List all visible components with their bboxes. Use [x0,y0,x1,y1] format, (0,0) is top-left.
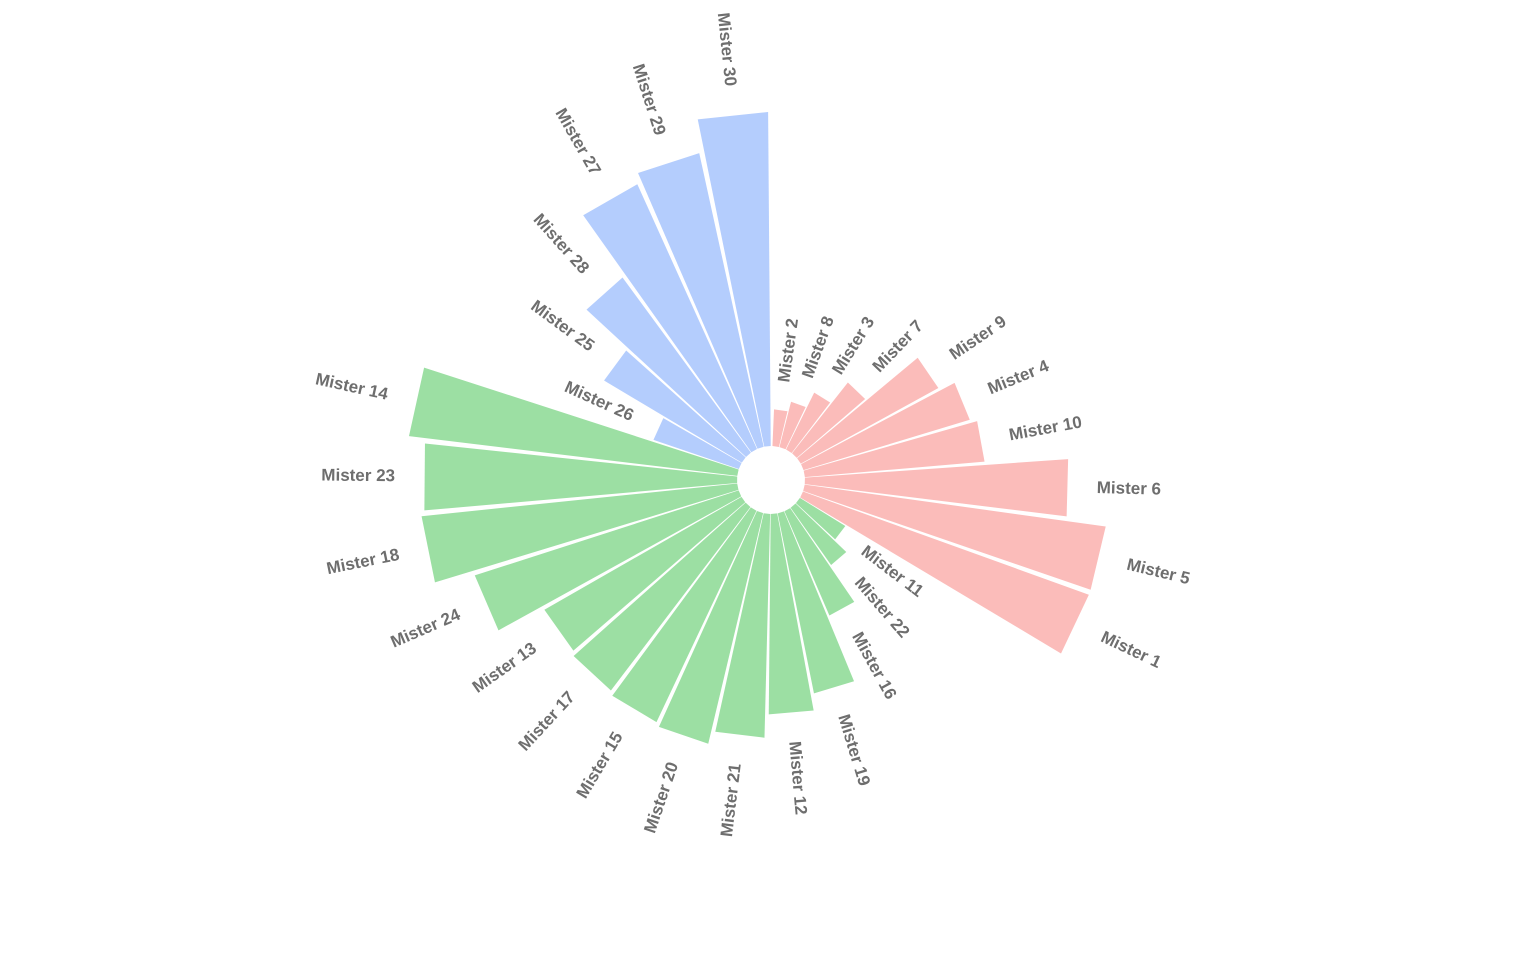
bar-mister-17 [573,502,751,691]
bar-mister-23 [424,443,738,511]
label-mister-13: Mister 13 [469,638,540,696]
label-mister-25: Mister 25 [527,296,598,355]
label-mister-19: Mister 19 [834,712,874,788]
bar-mister-2 [772,409,788,447]
bar-mister-6 [804,459,1069,517]
bar-mister-24 [474,490,742,631]
label-mister-12: Mister 12 [785,740,810,815]
bar-mister-5 [803,484,1106,590]
label-mister-5: Mister 5 [1125,555,1192,588]
bar-mister-30 [697,112,771,447]
label-mister-6: Mister 6 [1097,478,1162,499]
bar-mister-10 [803,421,985,478]
bar-mister-22 [790,503,847,566]
label-mister-9: Mister 9 [946,312,1010,364]
bar-mister-7 [792,382,866,458]
bar-mister-11 [795,497,846,540]
bar-mister-15 [612,507,757,723]
bar-mister-3 [786,392,831,453]
bar-mister-19 [777,511,855,694]
label-mister-24: Mister 24 [388,605,464,652]
label-mister-4: Mister 4 [985,356,1052,398]
label-mister-14: Mister 14 [314,369,391,404]
bar-mister-16 [784,508,855,616]
label-mister-30: Mister 30 [714,12,741,87]
bars-layer [408,112,1106,744]
bar-mister-27 [583,184,757,453]
bar-mister-20 [658,510,764,744]
label-mister-17: Mister 17 [515,688,579,755]
bar-mister-8 [779,401,806,450]
label-mister-10: Mister 10 [1007,412,1083,444]
bar-mister-12 [768,513,814,715]
bar-mister-1 [800,491,1089,654]
bar-mister-14 [408,367,739,476]
label-mister-29: Mister 29 [629,62,670,138]
label-mister-23: Mister 23 [321,466,395,486]
label-mister-27: Mister 27 [552,105,605,178]
label-mister-28: Mister 28 [530,210,593,278]
label-mister-20: Mister 20 [640,760,682,836]
label-mister-15: Mister 15 [573,729,627,802]
bar-mister-18 [421,483,739,583]
label-mister-18: Mister 18 [325,545,401,578]
bar-mister-26 [653,418,742,470]
label-mister-16: Mister 16 [848,629,900,703]
bar-mister-21 [715,513,771,738]
bar-mister-25 [604,350,746,463]
bar-mister-29 [638,153,764,449]
bar-mister-28 [586,277,751,457]
label-mister-1: Mister 1 [1098,627,1164,672]
bar-mister-13 [544,496,746,651]
bar-mister-9 [797,357,939,464]
label-mister-21: Mister 21 [717,762,745,837]
bar-mister-4 [801,382,970,471]
